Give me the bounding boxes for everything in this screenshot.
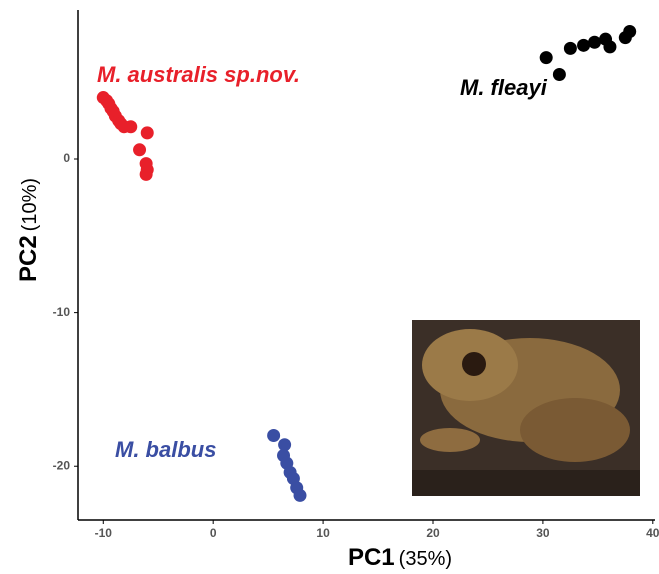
point bbox=[623, 25, 636, 38]
point bbox=[603, 40, 616, 53]
y-tick-label: -10 bbox=[53, 305, 71, 319]
point bbox=[124, 120, 137, 133]
y-label-detail: (10%) bbox=[19, 178, 41, 231]
point bbox=[577, 39, 590, 52]
x-label-detail: (35%) bbox=[399, 548, 452, 570]
x-axis-label: PC1(35%) bbox=[348, 544, 452, 571]
y-tick-label: -20 bbox=[53, 458, 71, 472]
point bbox=[140, 168, 153, 181]
point bbox=[267, 429, 280, 442]
frog-photo bbox=[412, 320, 640, 496]
point bbox=[540, 51, 553, 64]
x-label-main: PC1 bbox=[348, 544, 395, 571]
x-tick-label: 40 bbox=[646, 526, 659, 540]
point bbox=[141, 126, 154, 139]
x-tick-label: -10 bbox=[95, 526, 113, 540]
y-tick-label: 0 bbox=[63, 151, 70, 165]
series-label: M. fleayi bbox=[460, 75, 548, 100]
series-label: M. balbus bbox=[115, 437, 216, 462]
point bbox=[553, 68, 566, 81]
x-tick-label: 0 bbox=[210, 526, 217, 540]
y-label-main: PC2 bbox=[15, 235, 42, 282]
x-tick-label: 10 bbox=[316, 526, 330, 540]
series-label: M. australis sp.nov. bbox=[97, 62, 300, 87]
point bbox=[564, 42, 577, 55]
x-tick-label: 20 bbox=[426, 526, 440, 540]
y-axis-label: PC2 (10%) bbox=[15, 178, 42, 282]
point bbox=[588, 36, 601, 49]
chart: PC1(35%) PC2 (10%) -10 0 10 20 30 40 -20 -10 0 M. … bbox=[0, 0, 659, 574]
x-tick-label: 30 bbox=[536, 526, 550, 540]
point bbox=[294, 489, 307, 502]
point bbox=[133, 143, 146, 156]
